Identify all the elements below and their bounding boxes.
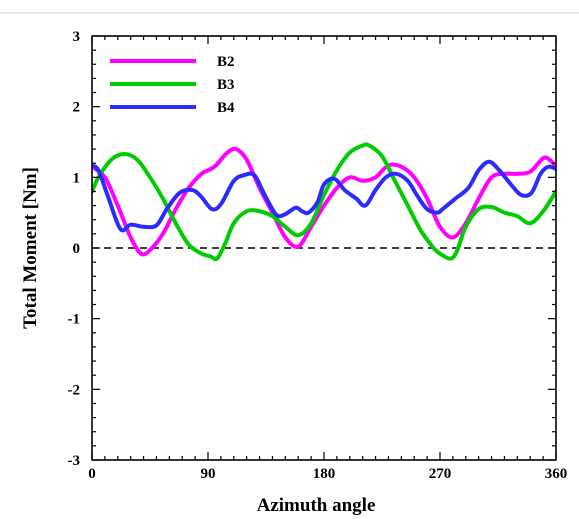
x-tick-label: 180 bbox=[313, 466, 336, 482]
y-axis-title: Total Moment [Nm] bbox=[20, 167, 41, 329]
legend-label-b2: B2 bbox=[217, 54, 235, 70]
series-line-b2 bbox=[92, 146, 556, 257]
series-line-b4 bbox=[92, 159, 556, 233]
x-tick-label: 360 bbox=[545, 466, 568, 482]
y-tick-label: -3 bbox=[68, 453, 81, 469]
x-tick-label: 90 bbox=[201, 466, 216, 482]
x-tick-label: 0 bbox=[88, 466, 96, 482]
y-tick-label: 1 bbox=[73, 170, 81, 186]
legend-label-b3: B3 bbox=[217, 77, 235, 93]
series-line-b3 bbox=[92, 142, 556, 262]
series-group bbox=[92, 142, 556, 262]
plot-area bbox=[92, 142, 556, 262]
axes: 0 90 180 270 360 -3 -2 -1 0 1 2 3 bbox=[68, 29, 568, 482]
y-tick-label: -1 bbox=[68, 312, 81, 328]
x-axis-title: Azimuth angle bbox=[257, 495, 376, 516]
legend: B2 B3 B4 bbox=[110, 54, 235, 116]
y-tick-label: 0 bbox=[73, 241, 81, 257]
legend-label-b4: B4 bbox=[217, 100, 235, 116]
y-tick-label: -2 bbox=[68, 382, 81, 398]
y-tick-label: 3 bbox=[73, 29, 81, 45]
y-tick-label: 2 bbox=[73, 100, 81, 116]
x-tick-label: 270 bbox=[429, 466, 452, 482]
